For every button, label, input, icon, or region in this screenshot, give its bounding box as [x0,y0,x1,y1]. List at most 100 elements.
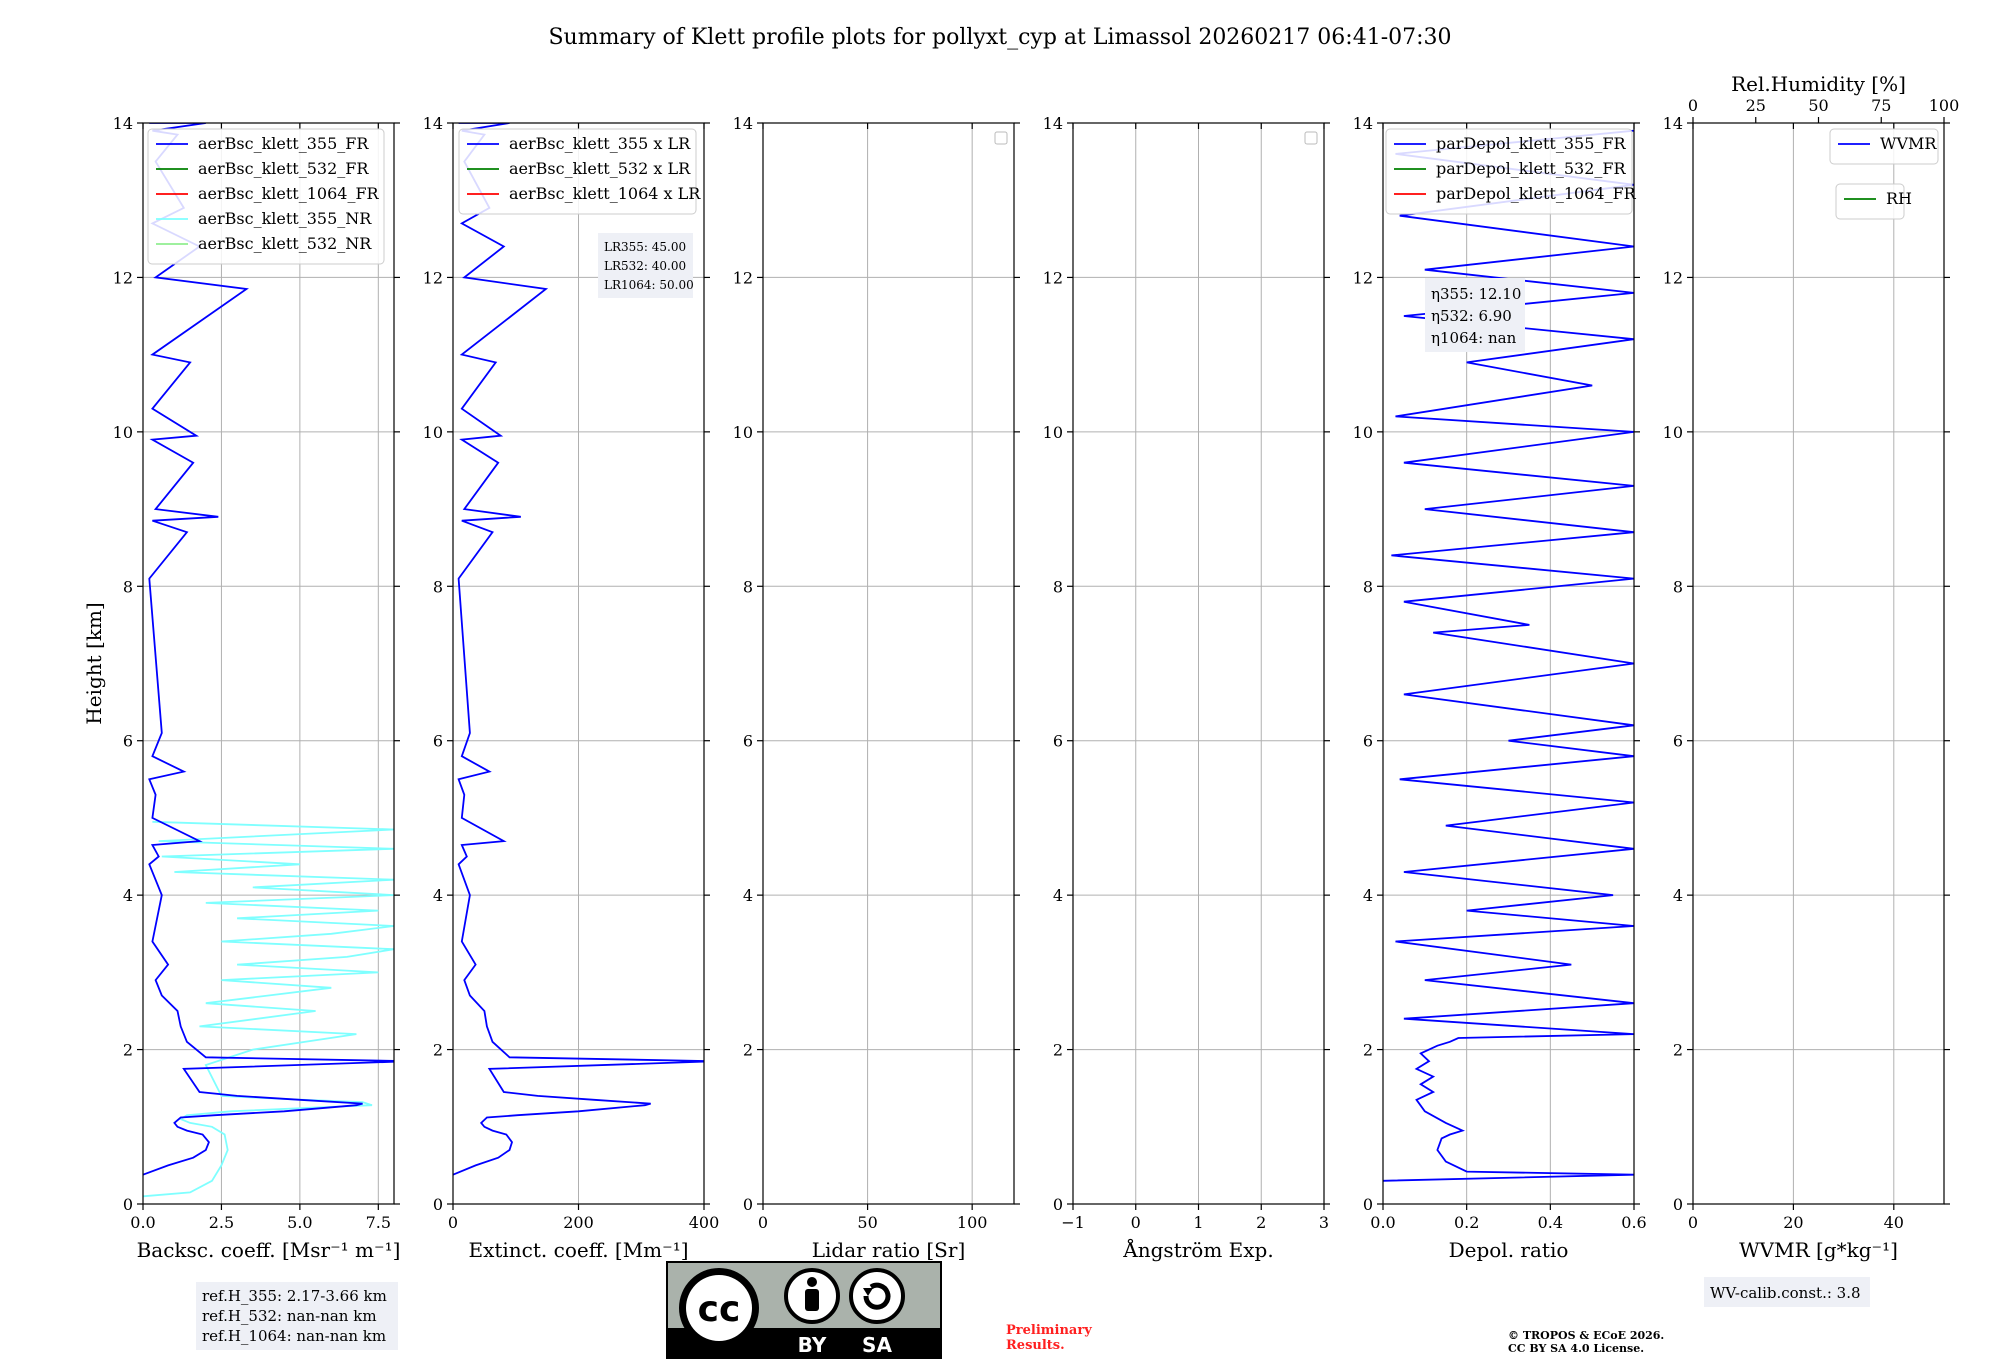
x-axis-label: Backsc. coeff. [Msr⁻¹ m⁻¹] [137,1238,401,1262]
legend-label: RH [1886,189,1912,208]
eta-box: η355: 12.10 η532: 6.90 η1064: nan [1425,278,1525,352]
series-aerBsc_klett_355_FR [143,123,394,1176]
y-tick-label: 8 [1053,577,1063,596]
y-tick-label: 0 [1363,1195,1373,1214]
legend-label: aerBsc_klett_355_FR [198,134,369,153]
y-tick-label: 4 [1053,886,1063,905]
info-line: ref.H_355: 2.17-3.66 km [202,1287,387,1305]
y-tick-label: 6 [1053,732,1063,751]
y-tick-label: 4 [123,886,133,905]
x-tick-label: 2.5 [209,1213,234,1232]
x-tick-label: 1 [1193,1213,1203,1232]
x-tick-label: 0 [1688,1213,1698,1232]
x-axis-label: Lidar ratio [Sr] [812,1238,966,1262]
figure-title: Summary of Klett profile plots for polly… [548,25,1451,50]
legend-extinction: aerBsc_klett_355 x LR aerBsc_klett_532 x … [458,128,701,215]
cc-by-label: BY [798,1333,827,1357]
x-tick-label: 0 [448,1213,458,1232]
reference-height-box: ref.H_355: 2.17-3.66 km ref.H_532: nan-na… [196,1282,398,1350]
y-tick-label: 6 [1363,732,1373,751]
x-tick-label: 40 [1884,1213,1904,1232]
lidar-ratio-box: LR355: 45.00 LR532: 40.00 LR1064: 50.00 [598,233,694,298]
y-tick-label: 0 [743,1195,753,1214]
y-tick-label: 6 [743,732,753,751]
empty-legend [1304,131,1318,145]
y-tick-label: 4 [743,886,753,905]
y-tick-label: 14 [113,114,133,133]
y-tick-label: 2 [743,1041,753,1060]
y-tick-label: 14 [1353,114,1373,133]
cc-license-badge: cc BY SA [666,1261,942,1359]
panel-backscatter: 0.0 2.5 5.0 7.5 0 2 4 6 8 10 12 14 Backsc. coeff. [M… [82,114,401,1350]
legend-label: aerBsc_klett_532 x LR [509,159,691,178]
legend-wvmr: WVMR [1829,128,1939,165]
y-tick-label: 2 [1673,1041,1683,1060]
y-tick-label: 12 [1663,268,1683,287]
y-tick-label: 10 [1663,423,1683,442]
x-tick-label: 20 [1783,1213,1803,1232]
y-tick-label: 10 [733,423,753,442]
preliminary-line-1: Preliminary [1006,1323,1092,1338]
info-line: η532: 6.90 [1431,307,1512,325]
axes-frame [1382,122,1635,1205]
info-line: ref.H_532: nan-nan km [202,1307,377,1325]
y-tick-label: 0 [1673,1195,1683,1214]
legend-label: aerBsc_klett_355_NR [198,209,372,228]
y-axis-label: Height [km] [82,602,106,724]
y-tick-label: 12 [113,268,133,287]
series-aerBsc_klett_355 x LR [453,123,704,1176]
axes-frame [1692,122,1945,1205]
y-tick-label: 2 [433,1041,443,1060]
x-tick-label: 0.0 [130,1213,155,1232]
y-tick-label: 4 [433,886,443,905]
panel-wvmr: 0 20 40 0 2 4 6 8 10 12 14 WVMR [g*kg⁻¹] 0 25 50 75 100 R… [1663,72,1959,1307]
info-line: η1064: nan [1431,329,1517,347]
y-tick-label: 12 [1353,268,1373,287]
y-tick-label: 14 [1043,114,1063,133]
x-axis-label: Depol. ratio [1449,1238,1569,1262]
legend-label: aerBsc_klett_1064 x LR [509,184,701,203]
series-parDepol_klett_355_FR [1383,129,1634,1182]
y-tick-label: 2 [1363,1041,1373,1060]
y-tick-label: 2 [1053,1041,1063,1060]
y-tick-label: 6 [433,732,443,751]
panel-lidar-ratio: 0 50 100 0 2 4 6 8 10 12 14 Lidar ratio [Sr] [733,114,1020,1262]
copyright-line-2: CC BY SA 4.0 License. [1508,1342,1644,1355]
y-tick-label: 4 [1363,886,1373,905]
x-tick-label: 3 [1319,1213,1329,1232]
y-tick-label: 0 [433,1195,443,1214]
x-tick-label: 100 [957,1213,988,1232]
top-axis-label: Rel.Humidity [%] [1731,72,1906,96]
legend-label: WVMR [1880,134,1937,153]
legend-label: aerBsc_klett_532_NR [198,234,372,253]
legend-label: parDepol_klett_355_FR [1436,134,1627,153]
legend-rh: RH [1835,183,1912,220]
panel-extinction: 0 200 400 0 2 4 6 8 10 12 14 Extinct. coeff. [Mm⁻¹]… [423,114,720,1262]
y-tick-label: 6 [1673,732,1683,751]
legend-depol: parDepol_klett_355_FR parDepol_klett_532_… [1385,128,1637,215]
y-tick-label: 14 [423,114,443,133]
copyright-line-1: © TROPOS & ECoE 2026. [1508,1329,1664,1342]
top-tick-label: 0 [1688,96,1698,115]
series-aerBsc_klett_355_NR [143,820,394,1198]
legend-label: parDepol_klett_1064_FR [1436,184,1637,203]
x-tick-label: 400 [689,1213,720,1232]
y-tick-label: 8 [743,577,753,596]
y-tick-label: 10 [113,423,133,442]
x-tick-label: 5.0 [287,1213,312,1232]
axes-frame [762,122,1015,1205]
axes-frame [142,122,395,1205]
y-tick-label: 14 [733,114,753,133]
x-axis-label: WVMR [g*kg⁻¹] [1739,1238,1898,1262]
x-tick-label: 0 [1131,1213,1141,1232]
y-tick-label: 8 [1363,577,1373,596]
y-tick-label: 6 [123,732,133,751]
x-axis-label: Extinct. coeff. [Mm⁻¹] [468,1238,688,1262]
x-tick-label: 0.0 [1370,1213,1395,1232]
info-line: ref.H_1064: nan-nan km [202,1327,386,1345]
y-tick-label: 14 [1663,114,1683,133]
cc-text: cc [698,1289,741,1330]
legend-backscatter: aerBsc_klett_355_FR aerBsc_klett_532_FRae… [147,128,385,265]
